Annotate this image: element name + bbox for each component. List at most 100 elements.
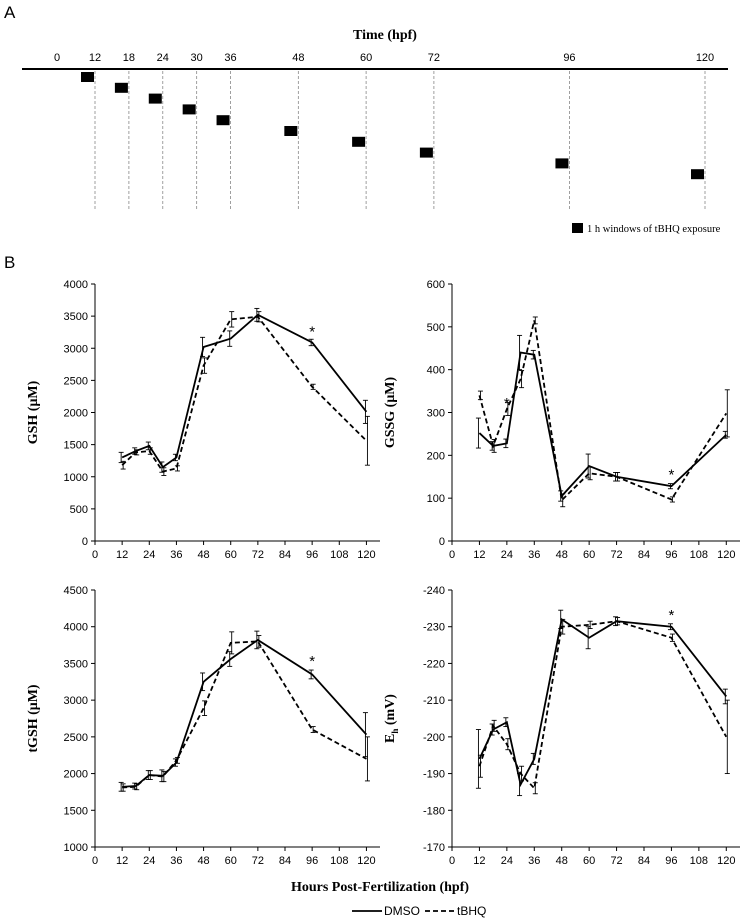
error-bar: [227, 330, 233, 347]
x-tick-label: 12: [473, 855, 485, 867]
x-axis-title: Hours Post-Fertilization (hpf): [291, 880, 469, 895]
error-bar: [669, 633, 675, 642]
y-tick-label: 2500: [64, 375, 88, 387]
timeline-tick-label: 12: [89, 52, 101, 64]
error-bar: [667, 623, 673, 631]
y-tick-label: 2000: [64, 408, 88, 420]
error-bar: [229, 311, 235, 328]
timeline: 0 12 18 24 30 36 48 60 72 96 120: [54, 52, 714, 210]
error-bar: [477, 754, 483, 778]
series-line-tbhq: [478, 320, 728, 503]
y-tick-label: -220: [423, 658, 445, 670]
error-bar: [530, 349, 536, 360]
y-tick-label: 500: [70, 504, 88, 516]
exposure-window-marker: [216, 115, 230, 126]
timeline-tick-label: 18: [123, 52, 135, 64]
x-tick-label: 24: [501, 549, 513, 561]
error-bar: [200, 336, 206, 358]
series-line-dmso: [122, 638, 368, 788]
x-tick-label: 108: [690, 549, 708, 561]
y-tick-label: 200: [427, 450, 445, 462]
y-tick-label: -190: [423, 769, 445, 781]
x-tick-label: 0: [92, 549, 98, 561]
x-tick-label: 0: [449, 855, 455, 867]
timeline-tick-label: 36: [224, 52, 236, 64]
y-tick-label: 1000: [64, 472, 88, 484]
y-tick-label: 3000: [64, 695, 88, 707]
error-bar: [308, 338, 314, 347]
y-tick-label: 4500: [64, 585, 88, 597]
error-bar: [587, 620, 593, 629]
error-bar: [517, 334, 523, 371]
y-axis-label: Eh (mV): [383, 694, 400, 743]
x-tick-label: 72: [610, 549, 622, 561]
y-tick-label: 2000: [64, 769, 88, 781]
y-axis-label: tGSH (μM): [26, 684, 41, 753]
x-tick-label: 108: [690, 855, 708, 867]
y-tick-label: -200: [423, 732, 445, 744]
x-tick-label: 0: [449, 549, 455, 561]
x-tick-label: 36: [170, 855, 182, 867]
series-line-dmso: [121, 313, 368, 469]
timeline-tick-label: 72: [428, 52, 440, 64]
y-tick-label: 300: [427, 408, 445, 420]
error-bar: [134, 783, 140, 791]
x-tick-label: 96: [665, 855, 677, 867]
significance-marker: *: [504, 395, 510, 412]
x-tick-label: 36: [528, 549, 540, 561]
error-bar: [615, 617, 621, 626]
error-bar: [615, 472, 621, 482]
error-bar: [147, 770, 153, 780]
y-axis-label: GSSG (μM): [383, 377, 398, 449]
x-tick-label: 72: [252, 549, 264, 561]
y-tick-label: 1500: [64, 805, 88, 817]
error-bar: [120, 783, 126, 792]
error-bar: [308, 669, 314, 680]
y-tick-label: 600: [427, 279, 445, 291]
y-tick-label: -210: [423, 695, 445, 707]
error-bar: [587, 466, 593, 481]
exposure-window-marker: [148, 93, 162, 104]
significance-marker: *: [669, 466, 675, 483]
x-tick-label: 48: [197, 855, 209, 867]
error-bar: [532, 782, 538, 795]
x-tick-label: 60: [583, 549, 595, 561]
y-tick-label: -180: [423, 805, 445, 817]
error-bar: [560, 493, 566, 508]
series-line-dmso: [478, 617, 727, 788]
exposure-window-marker: [81, 72, 94, 82]
error-bar: [560, 618, 566, 635]
significance-marker: *: [669, 607, 675, 624]
error-bar: [475, 729, 481, 789]
x-tick-label: 36: [528, 855, 540, 867]
exposure-window-marker: [691, 169, 704, 180]
error-bar: [202, 700, 208, 717]
series-line-tbhq: [478, 620, 728, 791]
series-line-dmso: [478, 351, 727, 498]
error-bar: [229, 631, 235, 655]
y-tick-label: 0: [439, 536, 445, 548]
error-bar: [491, 439, 497, 453]
timeline-legend: 1 h windows of tBHQ exposure: [587, 224, 721, 235]
significance-marker: *: [309, 653, 315, 670]
error-bar: [254, 630, 260, 650]
error-bar: [134, 449, 140, 456]
error-bar: [724, 389, 730, 438]
exposure-window-marker: [352, 136, 366, 147]
error-bar: [532, 316, 538, 325]
x-tick-label: 108: [330, 855, 348, 867]
error-bar: [172, 453, 178, 462]
y-tick-label: 2500: [64, 732, 88, 744]
x-tick-label: 24: [501, 855, 513, 867]
exposure-window-marker: [419, 147, 433, 158]
chart-gsh: 0 500 1000 1500 2000 2500 3000 3500 4000 0 12 24 36 4…: [26, 279, 380, 561]
x-tick-label: 120: [717, 855, 735, 867]
error-bar: [519, 370, 525, 389]
error-bar: [724, 699, 730, 775]
error-bar: [667, 483, 673, 490]
timeline-tick-label: 24: [157, 52, 169, 64]
x-tick-label: 84: [279, 855, 291, 867]
error-bar: [477, 390, 483, 401]
y-tick-label: -170: [423, 842, 445, 854]
